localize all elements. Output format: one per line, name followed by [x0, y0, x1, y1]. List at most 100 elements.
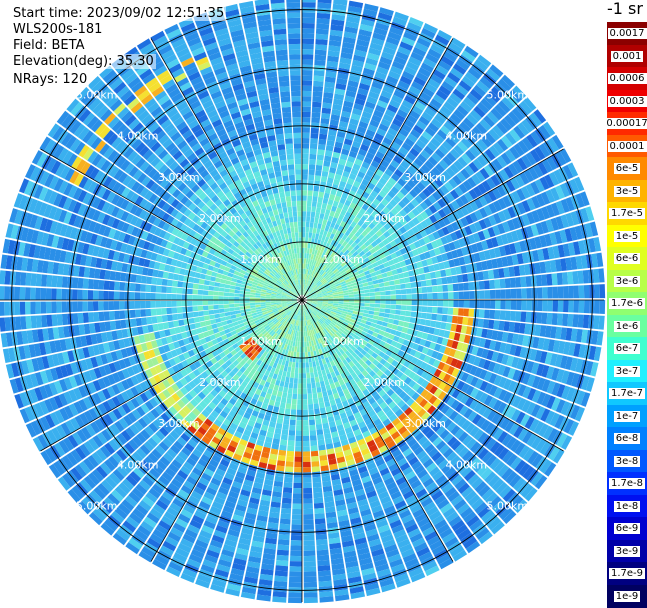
ray-gate — [557, 313, 563, 325]
ray-gate — [305, 352, 308, 357]
ray-gate — [380, 304, 385, 308]
ray-gate — [315, 377, 320, 383]
ray-gate — [483, 319, 489, 328]
ray-gate — [72, 301, 78, 312]
ray-gate — [188, 312, 194, 318]
ray-gate — [425, 320, 431, 327]
ray-gate — [317, 392, 322, 398]
ray-gate — [278, 450, 286, 456]
ray-gate — [319, 402, 325, 408]
ray-gate — [287, 446, 294, 452]
ray-gate — [304, 545, 316, 551]
ray-gate — [333, 302, 338, 304]
ray-gate — [78, 313, 84, 324]
ray-gate — [293, 493, 302, 498]
ray-gate — [283, 387, 288, 393]
ray-gate — [279, 524, 290, 530]
ray-gate — [288, 388, 293, 394]
ray-gate — [210, 319, 216, 324]
ray-gate — [224, 308, 230, 312]
ray-gate — [193, 284, 199, 290]
ray-gate — [323, 396, 329, 402]
ray-gate — [292, 514, 302, 519]
ray-gate — [20, 287, 26, 300]
ray-gate — [315, 513, 325, 519]
ray-gate — [317, 560, 330, 566]
ray-gate — [303, 384, 307, 389]
ray-gate — [188, 283, 194, 289]
ray-gate — [82, 301, 88, 311]
ray-gate — [303, 389, 307, 394]
ray-gate — [157, 316, 163, 323]
ray-gate — [553, 300, 558, 312]
ray-gate — [378, 316, 384, 321]
ray-gate — [213, 305, 219, 309]
ray-gate — [294, 248, 297, 253]
ray-gate — [370, 300, 375, 303]
ray-gate — [214, 309, 220, 314]
ray-gate — [289, 582, 302, 588]
ray-gate — [219, 305, 225, 309]
ray-gate — [315, 419, 321, 425]
ray-gate — [278, 539, 290, 545]
ray-gate — [234, 300, 239, 303]
ray-gate — [83, 313, 89, 323]
ray-gate — [145, 309, 151, 317]
ray-gate — [303, 509, 313, 515]
ray-gate — [205, 275, 211, 281]
ray-gate — [88, 312, 94, 322]
ray-gate — [380, 308, 386, 312]
ray-gate — [77, 301, 83, 311]
ray-gate — [511, 300, 516, 310]
ray-gate — [304, 561, 316, 567]
ray-gate — [4, 302, 10, 316]
ray-gate — [119, 310, 125, 319]
ray-gate — [304, 540, 315, 546]
ray-gate — [298, 336, 300, 341]
ray-gate — [98, 280, 104, 290]
ray-gate — [255, 300, 260, 302]
ray-gate — [140, 284, 146, 292]
ray-gate — [365, 300, 370, 303]
ray-gate — [295, 457, 302, 462]
ray-gate — [283, 419, 289, 425]
ray-gate — [166, 287, 172, 294]
ray-gate — [302, 363, 305, 368]
ray-gate — [187, 295, 192, 300]
ray-gate — [235, 286, 241, 290]
ray-gate — [290, 556, 302, 561]
ray-gate — [288, 212, 293, 218]
ray-gate — [279, 408, 285, 414]
ray-gate — [99, 312, 105, 322]
ray-gate — [389, 314, 395, 319]
ray-gate — [308, 352, 311, 358]
ray-gate — [234, 307, 240, 311]
ray-gate — [194, 278, 200, 284]
ray-gate — [15, 287, 21, 300]
ray-gate — [135, 292, 140, 300]
ray-gate — [314, 498, 324, 504]
ray-gate — [225, 280, 231, 285]
ray-gate — [265, 302, 270, 304]
ray-gate — [218, 292, 223, 296]
ray-gate — [250, 303, 255, 306]
ray-gate — [276, 176, 283, 182]
ray-gate — [288, 592, 302, 598]
ray-gate — [51, 302, 57, 314]
ray-gate — [516, 300, 521, 310]
ray-gate — [567, 314, 573, 327]
ray-gate — [276, 465, 284, 471]
ray-gate — [125, 283, 131, 291]
ray-gate — [373, 315, 379, 320]
ray-gate — [214, 314, 220, 319]
ray-gate — [280, 513, 290, 519]
ray-gate — [88, 290, 93, 300]
ray-gate — [286, 398, 291, 404]
ray-gate — [478, 319, 484, 328]
ray-gate — [295, 436, 302, 441]
ray-gate — [277, 391, 283, 397]
ray-gate — [62, 289, 67, 300]
ray-gate — [426, 313, 432, 320]
ray-gate — [299, 368, 302, 373]
ray-gate — [146, 276, 152, 284]
